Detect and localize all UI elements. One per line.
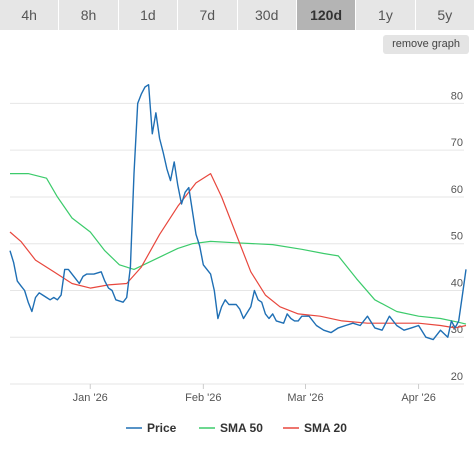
x-tick-label: Feb '26: [185, 392, 221, 404]
chart-gridlines: [10, 102, 464, 385]
legend-label[interactable]: Price: [147, 421, 177, 435]
y-tick-label: 60: [451, 184, 463, 196]
y-tick-label: 70: [451, 137, 463, 149]
tab-4h[interactable]: 4h: [0, 0, 60, 30]
tab-120d[interactable]: 120d: [296, 0, 357, 30]
x-tick-label: Jan '26: [73, 392, 108, 404]
remove-graph-button[interactable]: remove graph: [383, 35, 469, 54]
series-line-price: [9, 84, 467, 341]
y-tick-label: 40: [451, 277, 463, 289]
chart-series: [9, 84, 467, 341]
legend-label[interactable]: SMA 50: [220, 421, 263, 435]
x-tick-label: Apr '26: [401, 392, 436, 404]
tab-5y[interactable]: 5y: [437, 7, 453, 23]
y-tick-label: 20: [451, 371, 463, 383]
tab-1d[interactable]: 1d: [119, 0, 179, 30]
tab-8h[interactable]: 8h: [59, 0, 119, 30]
series-line-sma-50: [10, 173, 467, 325]
tab-7d[interactable]: 7d: [178, 0, 238, 30]
series-line-sma-20: [9, 173, 467, 329]
tab-1y[interactable]: 1y: [356, 0, 416, 30]
x-tick-label: Mar '26: [287, 392, 323, 404]
y-tick-label: 50: [451, 231, 463, 243]
chart-legend: Price SMA 50 SMA 20: [126, 421, 347, 435]
tab-30d[interactable]: 30d: [238, 0, 297, 30]
y-tick-label: 80: [451, 90, 463, 102]
timeframe-tabs: 4h 8h 1d 7d 30d 120d 1y 5y: [0, 0, 474, 30]
legend-label[interactable]: SMA 20: [304, 421, 347, 435]
x-axis-ticks: Jan '26 Feb '26 Mar '26 Apr '26: [73, 384, 436, 404]
